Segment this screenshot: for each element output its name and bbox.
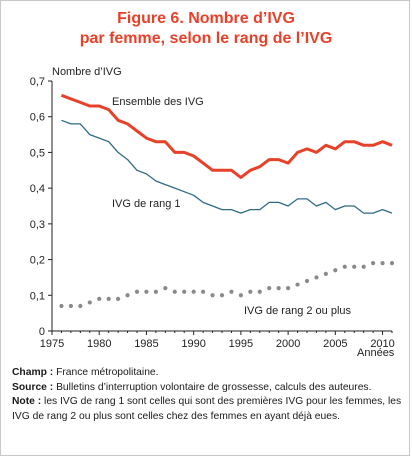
y-tick-label: 0,3 [30, 219, 45, 231]
y-tick-label: 0,4 [30, 183, 45, 195]
series-point [87, 300, 92, 305]
series-point [97, 296, 102, 301]
series-point [219, 293, 225, 298]
series-point [267, 286, 272, 291]
figure-notes: Champ : France métropolitaine. Source : … [12, 366, 404, 424]
series-point [106, 296, 111, 301]
series-point [144, 289, 149, 294]
series-point [323, 271, 328, 276]
note-label: Note : [12, 396, 42, 408]
x-tick-label: 1995 [229, 338, 253, 350]
source-text: Bulletins d’interruption volontaire de g… [53, 381, 372, 393]
y-ticks: 0 0,1 0,2 0,3 0,4 0,5 0,6 0,7 [30, 76, 52, 338]
x-tick-label: 1990 [181, 338, 205, 350]
series-label-rang2: IVG de rang 2 ou plus [244, 305, 352, 317]
series-point [125, 293, 130, 298]
figure-title-line2: par femme, selon le rang de l’IVG [79, 30, 333, 47]
series-point [304, 278, 310, 284]
series-point [380, 261, 385, 266]
series-line-ensemble [60, 93, 393, 179]
figure-title-line1: Figure 6. Nombre d’IVG [117, 10, 295, 27]
y-axis-label: Nombre d’IVG [52, 66, 122, 78]
series-point [68, 303, 73, 309]
source-label: Source : [12, 381, 54, 393]
x-tick-label: 2000 [276, 338, 300, 350]
x-tick-label: 2005 [323, 338, 347, 350]
series-point [248, 289, 253, 294]
series-point [257, 289, 262, 294]
series-line-rang1 [61, 119, 393, 214]
series-point [276, 286, 281, 291]
note-text: les IVG de rang 1 sont celles qui sont d… [12, 396, 402, 422]
series-point [201, 289, 206, 294]
series-point [342, 264, 347, 269]
series-label-rang1: IVG de rang 1 [112, 198, 181, 210]
series-point [172, 289, 177, 294]
y-tick-label: 0,2 [30, 255, 45, 267]
x-tick-label: 1975 [40, 338, 64, 350]
series-point [286, 286, 291, 291]
series-point [59, 303, 64, 309]
explanatory-note: Note : les IVG de rang 1 sont celles qui… [12, 395, 404, 424]
series-group [59, 93, 395, 309]
series-point [371, 261, 376, 266]
series-point [314, 275, 319, 280]
series-point [163, 286, 168, 291]
series-point [333, 268, 338, 273]
series-labels: Ensemble des IVG IVG de rang 1 IVG de rang… [112, 96, 352, 317]
champ-label: Champ : [12, 367, 54, 378]
series-point [389, 261, 395, 266]
line-chart: Nombre d’IVG Années 00,10,20,30,40,50,60… [30, 66, 395, 359]
source-note: Source : Bulletins d’interruption volont… [12, 381, 404, 396]
series-point [210, 293, 215, 298]
champ-note: Champ : France métropolitaine. [12, 366, 404, 381]
series-point [116, 296, 121, 301]
series-point [191, 289, 196, 294]
series-point [153, 289, 158, 294]
y-tick-label: 0,1 [30, 290, 45, 302]
x-tick-label: 1980 [87, 338, 111, 350]
series-point [182, 289, 187, 294]
x-tick-label: 1985 [134, 338, 158, 350]
champ-text: France métropolitaine. [53, 367, 159, 378]
series-point [78, 303, 83, 309]
y-tick-label: 0,7 [30, 76, 45, 88]
series-point [238, 293, 243, 298]
x-ticks: 1975 1980 1985 1990 1995 2000 2005 2010 [40, 331, 395, 350]
series-point [361, 264, 366, 269]
series-point [229, 289, 234, 294]
series-label-ensemble: Ensemble des IVG [112, 96, 204, 108]
series-point [134, 289, 140, 294]
y-tick-label: 0 [39, 326, 45, 338]
y-tick-label: 0,5 [30, 147, 45, 159]
x-axis-label: Années [357, 347, 395, 359]
series-point [295, 282, 300, 287]
x-tick-label: 2010 [370, 338, 394, 350]
y-tick-label: 0,6 [30, 112, 45, 124]
series-point [352, 264, 357, 269]
